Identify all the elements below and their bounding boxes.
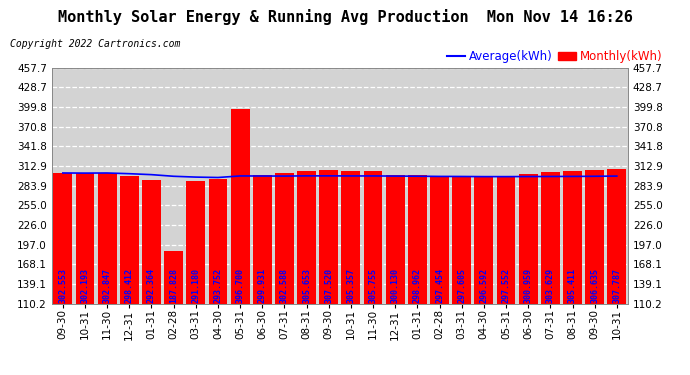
Bar <box>364 171 382 375</box>
Text: 305.357: 305.357 <box>346 268 355 303</box>
Text: 300.130: 300.130 <box>391 268 400 303</box>
Text: 307.520: 307.520 <box>324 268 333 303</box>
Bar <box>541 172 560 375</box>
Text: 299.931: 299.931 <box>258 268 267 303</box>
Text: 305.653: 305.653 <box>302 268 311 303</box>
Legend: Average(kWh), Monthly(kWh): Average(kWh), Monthly(kWh) <box>442 45 667 68</box>
Text: 302.553: 302.553 <box>59 268 68 303</box>
Text: 305.411: 305.411 <box>568 268 577 303</box>
Bar <box>164 251 183 375</box>
Bar <box>430 177 449 375</box>
Bar <box>297 171 316 375</box>
Bar <box>607 170 627 375</box>
Bar <box>319 170 338 375</box>
Text: 293.752: 293.752 <box>213 268 222 303</box>
Text: 297.454: 297.454 <box>435 268 444 303</box>
Text: 300.959: 300.959 <box>524 268 533 303</box>
Text: Copyright 2022 Cartronics.com: Copyright 2022 Cartronics.com <box>10 39 181 50</box>
Bar <box>275 173 294 375</box>
Bar <box>563 171 582 375</box>
Bar <box>76 173 95 375</box>
Text: 396.700: 396.700 <box>235 268 245 303</box>
Text: 298.962: 298.962 <box>413 268 422 303</box>
Bar <box>408 176 427 375</box>
Bar <box>519 174 538 375</box>
Text: 297.605: 297.605 <box>457 268 466 303</box>
Text: Monthly Solar Energy & Running Avg Production  Mon Nov 14 16:26: Monthly Solar Energy & Running Avg Produ… <box>57 9 633 26</box>
Text: 302.847: 302.847 <box>103 268 112 303</box>
Bar <box>475 177 493 375</box>
Text: 291.180: 291.180 <box>191 268 200 303</box>
Text: 297.552: 297.552 <box>502 268 511 303</box>
Text: 303.629: 303.629 <box>546 268 555 303</box>
Bar <box>386 175 404 375</box>
Bar <box>142 180 161 375</box>
Text: 302.588: 302.588 <box>280 268 289 303</box>
Bar <box>253 175 272 375</box>
Bar <box>186 181 205 375</box>
Bar <box>53 173 72 375</box>
Bar <box>452 176 471 375</box>
Text: 302.193: 302.193 <box>81 268 90 303</box>
Bar <box>230 109 250 375</box>
Text: 296.592: 296.592 <box>480 268 489 303</box>
Text: 292.364: 292.364 <box>147 268 156 303</box>
Text: 187.828: 187.828 <box>169 268 178 303</box>
Text: 307.787: 307.787 <box>612 268 621 303</box>
Text: 306.635: 306.635 <box>590 268 599 303</box>
Bar <box>497 176 515 375</box>
Bar <box>585 170 604 375</box>
Text: 305.755: 305.755 <box>368 268 377 303</box>
Bar <box>98 173 117 375</box>
Bar <box>120 176 139 375</box>
Bar <box>208 179 228 375</box>
Bar <box>342 171 360 375</box>
Text: 298.412: 298.412 <box>125 268 134 303</box>
